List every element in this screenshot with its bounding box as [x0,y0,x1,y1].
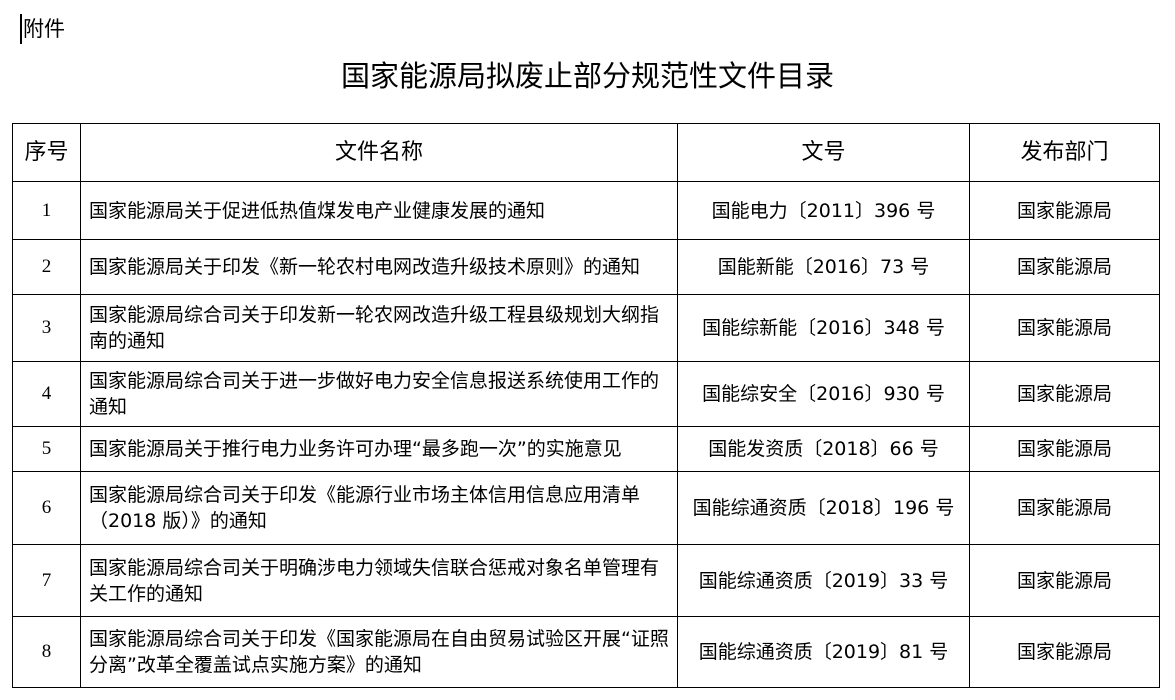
table-header-row: 序号 文件名称 文号 发布部门 [12,123,1160,182]
attachment-label: 附件 [20,14,65,44]
row-number: 8 [12,616,81,688]
department: 国家能源局 [969,426,1160,472]
document-number: 国能发资质〔2018〕66 号 [677,426,970,472]
department: 国家能源局 [969,471,1160,545]
file-name: 国家能源局关于印发《新一轮农村电网改造升级技术原则》的通知 [80,239,678,295]
header-file-name: 文件名称 [80,123,678,182]
department: 国家能源局 [969,616,1160,688]
row-number: 2 [12,239,81,295]
header-number: 序号 [12,123,81,182]
row-number: 3 [12,294,81,362]
department: 国家能源局 [969,544,1160,617]
table-row: 7 国家能源局综合司关于明确涉电力领域失信联合惩戒对象名单管理有关工作的通知 国能综… [12,544,1160,617]
document-number: 国能综通资质〔2019〕81 号 [677,616,970,688]
department: 国家能源局 [969,239,1160,295]
file-name: 国家能源局综合司关于印发《国家能源局在自由贸易试验区开展“证照分离”改革全覆盖试… [80,616,678,688]
document-number: 国能综新能〔2016〕348 号 [677,294,970,362]
document-number: 国能电力〔2011〕396 号 [677,181,970,240]
document-number: 国能综通资质〔2019〕33 号 [677,544,970,617]
department: 国家能源局 [969,361,1160,427]
row-number: 7 [12,544,81,617]
file-name: 国家能源局综合司关于明确涉电力领域失信联合惩戒对象名单管理有关工作的通知 [80,544,678,617]
table-row: 6 国家能源局综合司关于印发《能源行业市场主体信用信息应用清单（2018 版）》的… [12,471,1160,545]
header-department: 发布部门 [969,123,1160,182]
document-table: 序号 文件名称 文号 发布部门 1 国家能源局关于促进低热值煤发电产业健康发展的通… [12,123,1160,688]
table-row: 4 国家能源局综合司关于进一步做好电力安全信息报送系统使用工作的通知 国能综安全〔2… [12,361,1160,427]
row-number: 1 [12,181,81,240]
table-row: 2 国家能源局关于印发《新一轮农村电网改造升级技术原则》的通知 国能新能〔2016〕… [12,239,1160,295]
table-row: 8 国家能源局综合司关于印发《国家能源局在自由贸易试验区开展“证照分离”改革全覆盖… [12,616,1160,688]
document-title: 国家能源局拟废止部分规范性文件目录 [340,59,834,93]
table-row: 1 国家能源局关于促进低热值煤发电产业健康发展的通知 国能电力〔2011〕396 号… [12,181,1160,240]
file-name: 国家能源局综合司关于进一步做好电力安全信息报送系统使用工作的通知 [80,361,678,427]
file-name: 国家能源局关于推行电力业务许可办理“最多跑一次”的实施意见 [80,426,678,472]
department: 国家能源局 [969,294,1160,362]
file-name: 国家能源局综合司关于印发《能源行业市场主体信用信息应用清单（2018 版）》的通… [80,471,678,545]
department: 国家能源局 [969,181,1160,240]
file-name: 国家能源局综合司关于印发新一轮农网改造升级工程县级规划大纲指南的通知 [80,294,678,362]
row-number: 5 [12,426,81,472]
row-number: 6 [12,471,81,545]
header-document-number: 文号 [677,123,970,182]
document-number: 国能综安全〔2016〕930 号 [677,361,970,427]
file-name: 国家能源局关于促进低热值煤发电产业健康发展的通知 [80,181,678,240]
row-number: 4 [12,361,81,427]
document-number: 国能新能〔2016〕73 号 [677,239,970,295]
table-row: 5 国家能源局关于推行电力业务许可办理“最多跑一次”的实施意见 国能发资质〔2018… [12,426,1160,472]
table-row: 3 国家能源局综合司关于印发新一轮农网改造升级工程县级规划大纲指南的通知 国能综新能… [12,294,1160,362]
document-number: 国能综通资质〔2018〕196 号 [677,471,970,545]
